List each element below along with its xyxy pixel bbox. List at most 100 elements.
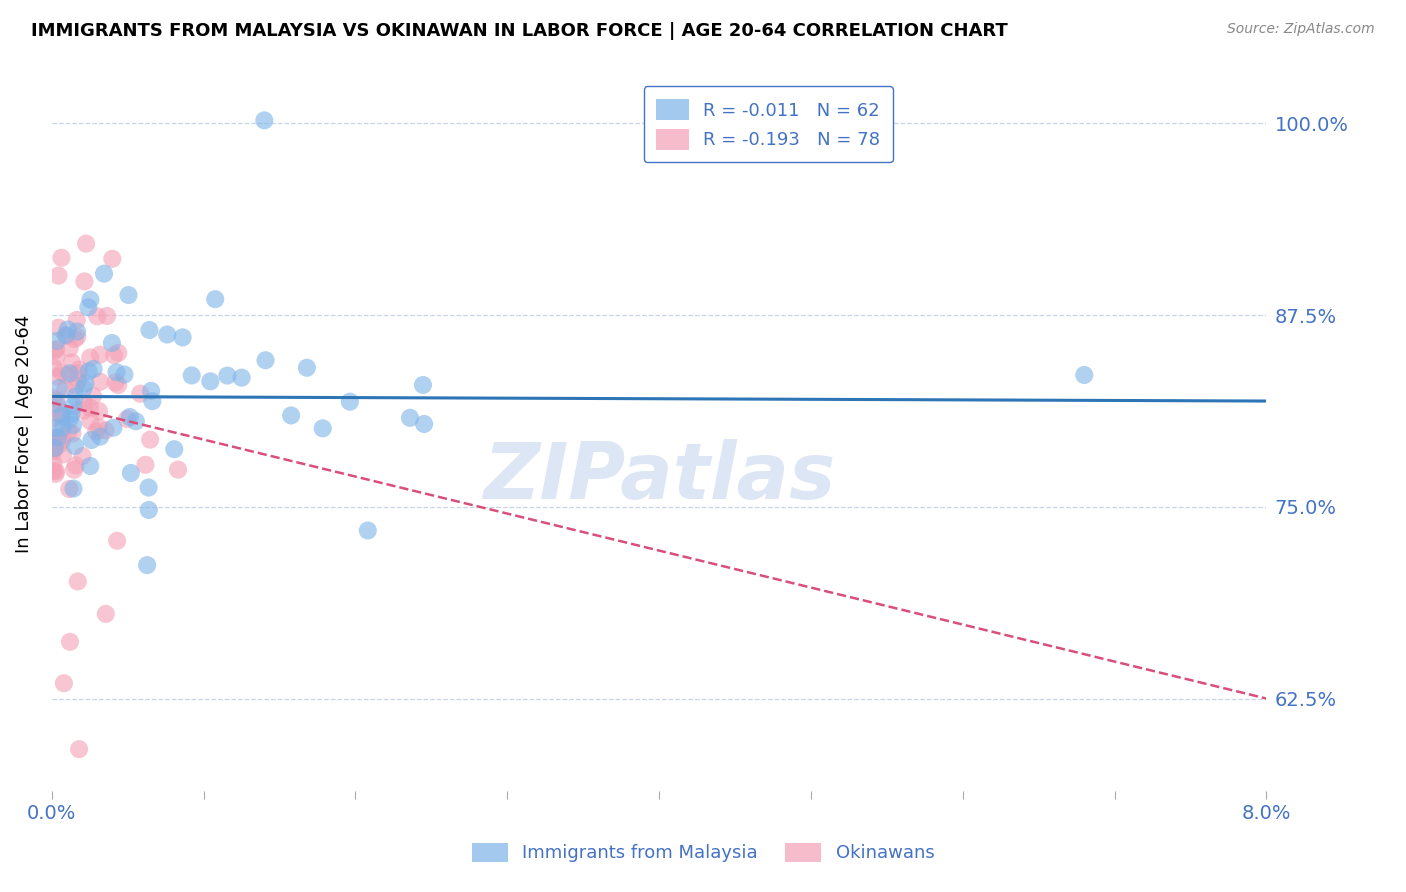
Point: [65, 390, 87, 404]
Point: [60, 407, 83, 421]
Point: [53, 382, 76, 396]
Point: [42, 457, 65, 471]
Point: [42, 432, 65, 446]
Point: [79, 401, 101, 415]
Point: [48, 381, 70, 395]
Point: [254, 353, 277, 368]
Point: [101, 336, 124, 351]
Point: [107, 346, 129, 360]
Point: [59, 412, 82, 426]
Point: [96, 309, 118, 323]
Point: [62, 399, 84, 413]
Point: [63, 463, 86, 477]
Point: [138, 503, 160, 517]
Point: [84, 425, 107, 439]
Point: [59, 367, 82, 381]
Text: IMMIGRANTS FROM MALAYSIA VS OKINAWAN IN LABOR FORCE | AGE 20-64 CORRELATION CHAR: IMMIGRANTS FROM MALAYSIA VS OKINAWAN IN …: [31, 22, 1008, 40]
Point: [172, 330, 194, 344]
Point: [42, 444, 65, 458]
Point: [83, 362, 105, 376]
Point: [101, 252, 124, 266]
Point: [73, 274, 96, 288]
Point: [46, 369, 69, 384]
Point: [129, 386, 152, 401]
Point: [49, 408, 72, 422]
Point: [413, 417, 436, 431]
Point: [312, 421, 335, 435]
Point: [75, 376, 97, 391]
Point: [67, 366, 90, 380]
Point: [138, 481, 160, 495]
Point: [77, 301, 100, 315]
Legend: R = -0.011   N = 62, R = -0.193   N = 78: R = -0.011 N = 62, R = -0.193 N = 78: [644, 87, 893, 162]
Point: [60, 426, 83, 441]
Point: [63, 332, 86, 346]
Point: [59, 342, 82, 356]
Point: [253, 113, 276, 128]
Point: [51, 409, 73, 423]
Point: [56, 329, 79, 343]
Point: [48, 320, 70, 334]
Point: [87, 420, 110, 434]
Point: [79, 458, 101, 473]
Text: Source: ZipAtlas.com: Source: ZipAtlas.com: [1227, 22, 1375, 37]
Point: [120, 466, 142, 480]
Point: [103, 421, 125, 435]
Point: [45, 334, 67, 348]
Point: [51, 366, 73, 380]
Point: [280, 409, 302, 423]
Point: [93, 267, 115, 281]
Point: [44, 430, 66, 444]
Point: [139, 433, 162, 447]
Point: [357, 524, 380, 538]
Point: [66, 325, 89, 339]
Point: [125, 414, 148, 428]
Point: [44, 343, 66, 358]
Point: [73, 403, 96, 417]
Point: [59, 635, 82, 649]
Point: [79, 293, 101, 307]
Legend: Immigrants from Malaysia, Okinawans: Immigrants from Malaysia, Okinawans: [464, 836, 942, 870]
Point: [118, 409, 141, 424]
Point: [105, 365, 128, 379]
Point: [89, 429, 111, 443]
Point: [180, 368, 202, 383]
Point: [82, 389, 104, 403]
Point: [87, 404, 110, 418]
Point: [115, 412, 138, 426]
Y-axis label: In Labor Force | Age 20-64: In Labor Force | Age 20-64: [15, 315, 32, 553]
Point: [72, 381, 94, 395]
Point: [51, 405, 73, 419]
Point: [103, 348, 125, 362]
Point: [136, 558, 159, 573]
Point: [52, 420, 75, 434]
Point: [66, 574, 89, 589]
Point: [89, 348, 111, 362]
Point: [55, 328, 77, 343]
Point: [42, 442, 65, 457]
Point: [217, 368, 239, 383]
Point: [231, 370, 253, 384]
Point: [63, 439, 86, 453]
Point: [1073, 368, 1095, 382]
Point: [73, 396, 96, 410]
Point: [200, 374, 222, 388]
Point: [46, 439, 69, 453]
Point: [339, 394, 361, 409]
Point: [62, 418, 84, 433]
Point: [107, 378, 129, 392]
Point: [65, 458, 87, 473]
Point: [67, 362, 90, 376]
Point: [45, 343, 67, 357]
Point: [45, 393, 67, 408]
Point: [51, 251, 73, 265]
Point: [52, 676, 75, 690]
Point: [66, 313, 89, 327]
Point: [51, 434, 73, 448]
Point: [44, 421, 66, 435]
Point: [75, 236, 97, 251]
Point: [295, 360, 318, 375]
Point: [412, 378, 434, 392]
Point: [58, 425, 80, 439]
Point: [399, 410, 422, 425]
